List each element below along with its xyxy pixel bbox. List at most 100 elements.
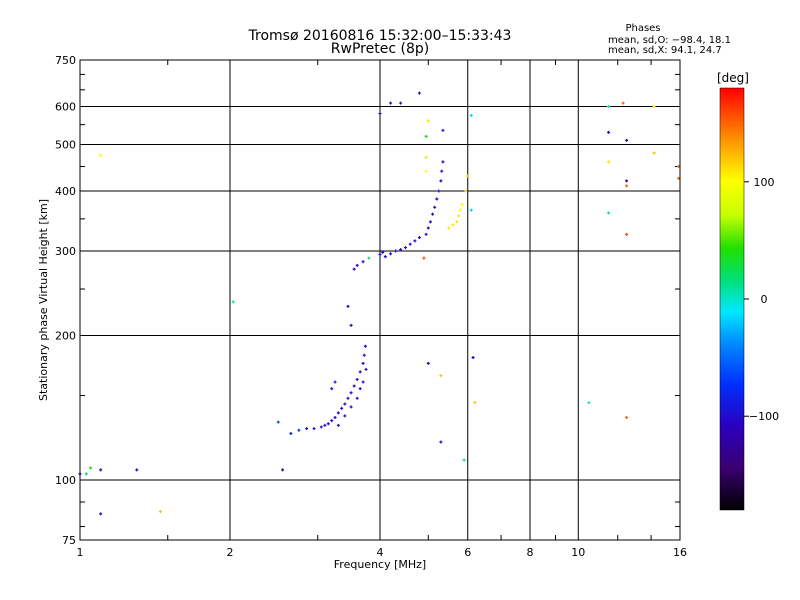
x-tick-label: 1 [77, 546, 84, 559]
y-tick-label: 600 [55, 101, 76, 114]
data-point [435, 197, 439, 201]
y-tick-label: 75 [62, 534, 76, 547]
data-point [417, 91, 421, 95]
data-point [367, 256, 371, 260]
x-tick-label: 8 [527, 546, 534, 559]
data-point [462, 458, 466, 462]
x-tick-label: 4 [377, 546, 384, 559]
stats-x-line: mean, sd,X: 94.1, 24.7 [608, 45, 722, 56]
stats-o-line: mean, sd,O: −98.4, 18.1 [608, 35, 731, 46]
data-point [587, 401, 591, 405]
data-point [451, 223, 455, 227]
data-point [471, 355, 475, 359]
data-point [323, 423, 327, 427]
data-point [381, 250, 385, 254]
colorbar-tick-label: −100 [749, 410, 779, 423]
data-point [426, 226, 430, 230]
data-point [403, 246, 407, 250]
x-tick-label: 6 [464, 546, 471, 559]
data-point [625, 138, 629, 142]
data-point [358, 370, 362, 374]
data-point [466, 174, 470, 178]
data-point [441, 128, 445, 132]
data-point [361, 260, 365, 264]
colorbar-tick-label: 100 [754, 176, 775, 189]
data-point [361, 361, 365, 365]
data-point [625, 179, 629, 183]
data-point [607, 130, 611, 134]
data-point [352, 384, 356, 388]
y-tick-label: 200 [55, 330, 76, 343]
plot-frame [79, 59, 681, 541]
data-point [99, 153, 103, 157]
data-point [276, 420, 280, 424]
data-point [607, 211, 611, 215]
y-tick-label: 100 [55, 474, 76, 487]
y-tick-labels: 75 100 200 300 400 500 600 750 [55, 54, 76, 547]
data-point [364, 367, 368, 371]
data-point [346, 304, 350, 308]
data-point [426, 119, 430, 123]
data-point [99, 468, 103, 472]
data-point [394, 249, 398, 253]
data-point [439, 179, 443, 183]
data-point [363, 344, 367, 348]
data-point [333, 380, 337, 384]
data-point [439, 374, 443, 378]
data-point [346, 396, 350, 400]
data-point [426, 361, 430, 365]
colorbar [719, 87, 745, 511]
data-point [343, 402, 347, 406]
x-tick-label: 2 [227, 546, 234, 559]
colorbar-ticks: 100 0 −100 [744, 176, 779, 423]
data-point [437, 189, 441, 193]
data-point [89, 466, 93, 470]
data-point [383, 255, 387, 259]
data-point [389, 101, 393, 105]
colorbar-tick-label: 0 [761, 293, 768, 306]
stats-heading: Phases [625, 23, 660, 34]
data-point [441, 160, 445, 164]
y-axis-label: Stationary phase Virtual Height [km] [37, 199, 50, 401]
data-point [389, 252, 393, 256]
x-tick-label: 10 [571, 546, 585, 559]
data-point [424, 232, 428, 236]
data-point [607, 160, 611, 164]
data-point [428, 220, 432, 224]
data-point [349, 391, 353, 395]
data-point [457, 214, 461, 218]
data-point [84, 472, 88, 476]
data-point [469, 208, 473, 212]
data-point [431, 212, 435, 216]
y-tick-label: 400 [55, 185, 76, 198]
data-point [458, 208, 462, 212]
data-point [336, 411, 340, 415]
x-tick-label: 16 [673, 546, 687, 559]
data-point [330, 419, 334, 423]
data-point [408, 242, 412, 246]
data-point [424, 155, 428, 159]
data-point [625, 415, 629, 419]
chart-title: Tromsø 20160816 15:32:00–15:33:43 [248, 28, 512, 44]
data-point [336, 423, 340, 427]
points-layer [78, 91, 681, 516]
data-point [625, 184, 629, 188]
data-point [330, 387, 334, 391]
data-point [340, 406, 344, 410]
data-point [625, 232, 629, 236]
data-point [447, 226, 451, 230]
chart-subtitle: RwPretec (8p) [331, 41, 429, 57]
data-point [424, 134, 428, 138]
data-point [362, 353, 366, 357]
data-point [352, 267, 356, 271]
data-point [349, 323, 353, 327]
data-point [349, 405, 353, 409]
data-point [652, 105, 656, 109]
y-tick-label: 500 [55, 139, 76, 152]
data-point [355, 396, 359, 400]
data-point [424, 169, 428, 173]
data-point [440, 169, 444, 173]
data-point [358, 387, 362, 391]
data-point [289, 432, 293, 436]
data-point [378, 112, 382, 116]
